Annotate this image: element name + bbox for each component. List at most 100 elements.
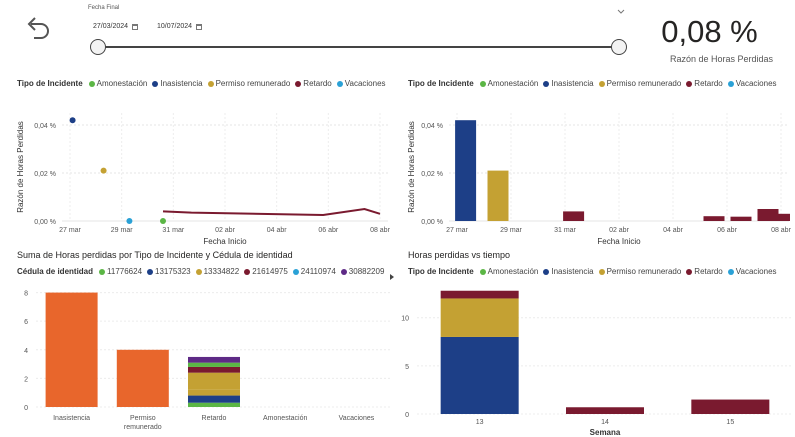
x-tick-label: 29 mar: [111, 227, 133, 234]
x-tick-label: 02 abr: [609, 227, 630, 234]
date-bar: [455, 120, 477, 221]
stacked-segment: [188, 362, 240, 367]
legend-item-ced-6[interactable]: 30882209: [340, 267, 384, 276]
x-axis-title: Fecha Inicio: [597, 237, 641, 246]
x-tick-label: 04 abr: [267, 227, 288, 234]
legend-item-permiso[interactable]: Permiso remunerado: [207, 79, 290, 88]
calendar-icon[interactable]: [196, 23, 203, 30]
x-tick-label: 29 mar: [500, 227, 522, 234]
scatter-point: [69, 117, 76, 124]
x-tick-label: 14: [601, 419, 609, 426]
back-button[interactable]: [22, 12, 52, 42]
y-tick-label: 0: [405, 412, 409, 419]
legend-title: Cédula de identidad: [17, 267, 94, 276]
date-slicer: Fecha Final 27/03/2024 10/07/2024: [85, 3, 630, 63]
weekly-stacked-chart[interactable]: 0 5 10 13 14 15 Semana: [395, 280, 795, 437]
x-tick-label: Amonestación: [263, 415, 307, 422]
scatter-point: [160, 218, 166, 224]
legend-item-inasistencia[interactable]: Inasistencia: [543, 267, 594, 276]
x-tick-label: 31 mar: [162, 227, 184, 234]
legend-item-retardo[interactable]: Retardo: [295, 79, 332, 88]
legend-title: Tipo de Incidente: [17, 79, 83, 88]
scatter-point: [126, 218, 133, 224]
slider-track[interactable]: [98, 46, 620, 48]
weekly-segment: [440, 290, 519, 299]
slider-end-handle[interactable]: [611, 39, 627, 55]
legend-item-retardo[interactable]: Retardo: [686, 79, 723, 88]
slicer-chevron[interactable]: [616, 3, 626, 14]
y-tick-label: 5: [405, 364, 409, 371]
slider-start-handle[interactable]: [90, 39, 106, 55]
legend-item-amonestacion[interactable]: Amonestación: [479, 79, 538, 88]
date-bar: [487, 170, 509, 221]
legend-item-ced-3[interactable]: 13334822: [195, 267, 239, 276]
x-tick-label: Inasistencia: [53, 415, 90, 422]
incident-legend-weekly: Tipo de Incidente Amonestación Inasisten…: [408, 267, 782, 276]
y-tick-label: 0,00 %: [34, 219, 56, 226]
chevron-down-icon: [617, 9, 625, 14]
date-bar: [730, 216, 752, 221]
y-tick-label: 0,00 %: [421, 219, 443, 226]
date-bar: [769, 213, 790, 221]
legend-item-vacaciones[interactable]: Vacaciones: [336, 79, 386, 88]
stacked-cedula-chart[interactable]: 0 2 4 6 8 Inasistencia Permiso remunerado Retard…: [14, 280, 399, 437]
weekly-segment: [691, 399, 770, 414]
scatter-point: [100, 167, 107, 174]
y-tick-label: 10: [401, 316, 409, 323]
x-tick-label: Vacaciones: [339, 415, 375, 422]
incident-legend-right: Tipo de Incidente Amonestación Inasisten…: [408, 79, 782, 88]
legend-item-ced-2[interactable]: 13175323: [147, 267, 191, 276]
chevron-right-icon: [390, 274, 394, 280]
x-tick-label: 08 abr: [771, 227, 792, 234]
stacked-segment: [45, 292, 98, 407]
start-date-input[interactable]: 27/03/2024: [93, 23, 139, 30]
retardo-line: [162, 207, 381, 217]
x-tick-label: 15: [726, 419, 734, 426]
weekly-segment: [440, 336, 519, 414]
scatter-chart[interactable]: 0,00 % 0,02 % 0,04 % 27 mar 29 mar 31 mar 02 a…: [14, 95, 394, 250]
legend-item-amonestacion[interactable]: Amonestación: [479, 267, 538, 276]
legend-item-ced-4[interactable]: 21614975: [244, 267, 288, 276]
x-tick-label: 06 abr: [717, 227, 738, 234]
legend-item-ced-1[interactable]: 11776624: [99, 267, 142, 276]
stacked-segment: [188, 395, 240, 403]
y-tick-label: 0: [24, 405, 28, 412]
x-tick-label: 08 abr: [370, 227, 391, 234]
weekly-chart-title: Horas perdidas vs tiempo: [408, 250, 511, 260]
legend-item-vacaciones[interactable]: Vacaciones: [727, 79, 777, 88]
legend-item-retardo[interactable]: Retardo: [686, 267, 723, 276]
date-bar: [563, 211, 585, 221]
stacked-segment: [188, 366, 240, 373]
legend-item-inasistencia[interactable]: Inasistencia: [152, 79, 203, 88]
legend-item-amonestacion[interactable]: Amonestación: [88, 79, 147, 88]
x-tick-label: Retardo: [202, 415, 227, 422]
legend-item-inasistencia[interactable]: Inasistencia: [543, 79, 594, 88]
x-tick-label: 27 mar: [446, 227, 468, 234]
legend-item-permiso[interactable]: Permiso remunerado: [598, 79, 681, 88]
weekly-segment: [566, 407, 644, 414]
x-tick-label: 06 abr: [318, 227, 339, 234]
slicer-title: Fecha Final: [88, 5, 120, 11]
undo-arrow-icon: [27, 17, 49, 39]
end-date-value: 10/07/2024: [157, 23, 193, 30]
stacked-segment: [188, 372, 240, 390]
y-tick-label: 8: [24, 291, 28, 298]
x-tick-label: 27 mar: [59, 227, 81, 234]
legend-item-vacaciones[interactable]: Vacaciones: [727, 267, 777, 276]
x-tick-label: 02 abr: [215, 227, 236, 234]
end-date-input[interactable]: 10/07/2024: [157, 23, 203, 30]
legend-scroll-button[interactable]: [388, 268, 396, 280]
legend-item-permiso[interactable]: Permiso remunerado: [598, 267, 681, 276]
date-bar-chart[interactable]: 0,00 % 0,02 % 0,04 % 27 mar 29 mar 31 mar 02 a…: [405, 95, 795, 250]
x-tick-label: Permiso: [130, 415, 156, 422]
y-tick-label: 6: [24, 319, 28, 326]
x-tick-label: 13: [476, 419, 484, 426]
stacked-segment: [116, 349, 169, 407]
stacked-segment: [188, 356, 240, 363]
y-tick-label: 0,02 %: [421, 171, 443, 178]
x-axis-title: Semana: [590, 428, 621, 437]
y-axis-title: Razón de Horas Perdidas: [407, 121, 416, 213]
calendar-icon[interactable]: [132, 23, 139, 30]
x-tick-label: remunerado: [124, 424, 162, 431]
legend-item-ced-5[interactable]: 24110974: [292, 267, 336, 276]
